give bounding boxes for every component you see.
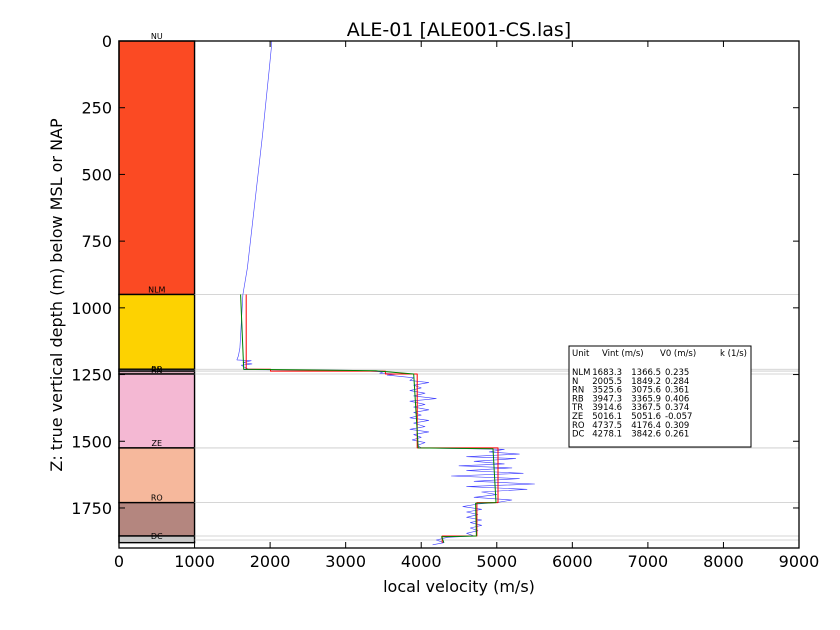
legend-header-1: Vint (m/s) [602, 349, 644, 359]
y-tick-label-1500: 1500 [71, 432, 112, 451]
x-tick-label-7000: 7000 [628, 552, 669, 571]
legend-cell-6-3: 0.309 [665, 421, 689, 431]
y-tick-label-500: 500 [81, 165, 112, 184]
unit-label-rb: RB [151, 365, 162, 374]
legend-cell-2-2: 3075.6 [631, 386, 661, 396]
legend-cell-1-3: 0.284 [665, 377, 689, 387]
linear-velocity-line [240, 294, 497, 543]
legend-cell-6-0: RO [572, 421, 585, 431]
unit-bar-rb [118, 373, 196, 449]
legend-cell-5-3: -0.057 [665, 412, 692, 422]
unit-label-ro: RO [151, 494, 163, 503]
legend-cell-2-1: 3525.6 [592, 386, 622, 396]
legend-header-3: k (1/s) [720, 349, 747, 359]
y-axis-title: Z: true vertical depth (m) below MSL or … [47, 118, 66, 472]
x-tick-label-3000: 3000 [325, 552, 366, 571]
legend-cell-2-3: 0.361 [665, 386, 689, 396]
unit-bar-ze [118, 447, 196, 504]
legend-cell-2-0: RN [572, 386, 584, 396]
x-tick-label-6000: 6000 [552, 552, 593, 571]
x-tick-label-8000: 8000 [703, 552, 744, 571]
y-tick-label-1250: 1250 [71, 366, 112, 385]
legend-cell-3-1: 3947.3 [592, 394, 622, 404]
legend-cell-3-0: RB [572, 394, 584, 404]
unit-label-nlm: NLM [148, 286, 165, 295]
chart-title: ALE-01 [ALE001-CS.las] [347, 19, 571, 41]
x-tick-label-5000: 5000 [476, 552, 517, 571]
x-axis-title: local velocity (m/s) [383, 577, 535, 596]
unit-label-rn: RN [151, 366, 163, 375]
x-tick-label-0: 0 [114, 552, 124, 571]
y-tick-label-1750: 1750 [71, 499, 112, 518]
x-tick-label-1000: 1000 [174, 552, 215, 571]
y-tick-label-0: 0 [102, 32, 112, 51]
legend-cell-7-1: 4278.1 [592, 430, 622, 440]
plot-frame [118, 40, 800, 549]
legend-cell-3-2: 3365.9 [631, 394, 661, 404]
legend-cell-5-2: 5051.6 [631, 412, 661, 422]
unit-bar-ro [118, 501, 196, 537]
legend-cell-4-1: 3914.6 [592, 403, 622, 413]
y-tick-label-1000: 1000 [71, 299, 112, 318]
legend-cell-6-2: 4176.4 [631, 421, 661, 431]
velocity-log-line [236, 41, 535, 546]
legend-header-2: V0 (m/s) [660, 349, 696, 359]
legend-cell-3-3: 0.406 [665, 394, 689, 404]
legend-cell-1-1: 2005.5 [592, 377, 622, 387]
legend-cell-0-2: 1366.5 [631, 368, 661, 378]
x-tick-label-9000: 9000 [779, 552, 820, 571]
y-tick-label-750: 750 [81, 232, 112, 251]
interval-velocity-line [245, 294, 499, 543]
x-tick-label-2000: 2000 [250, 552, 291, 571]
legend-cell-5-1: 5016.1 [592, 412, 622, 422]
legend-header-0: Unit [572, 349, 590, 359]
unit-label-dc: DC [151, 532, 163, 541]
legend-cell-7-0: DC [572, 430, 585, 440]
legend-cell-4-0: TR [571, 403, 583, 413]
legend-cell-1-2: 1849.2 [631, 377, 661, 387]
legend-cell-5-0: ZE [572, 412, 583, 422]
unit-label-nu: NU [151, 32, 163, 41]
legend-cell-0-3: 0.235 [665, 368, 689, 378]
unit-bar-nlm [118, 293, 196, 370]
unit-label-ze: ZE [152, 439, 163, 448]
legend-cell-4-2: 3367.5 [631, 403, 661, 413]
unit-bar-nu [118, 40, 196, 296]
y-tick-label-250: 250 [81, 99, 112, 118]
legend-cell-0-1: 1683.3 [592, 368, 622, 378]
legend-cell-7-2: 3842.6 [631, 430, 661, 440]
x-tick-label-4000: 4000 [401, 552, 442, 571]
legend-cell-4-3: 0.374 [665, 403, 689, 413]
legend-cell-1-0: N [572, 377, 578, 387]
legend-box [568, 345, 752, 448]
legend-cell-7-3: 0.261 [665, 430, 689, 440]
legend-cell-6-1: 4737.5 [592, 421, 622, 431]
legend-cell-0-0: NLM [572, 368, 590, 378]
